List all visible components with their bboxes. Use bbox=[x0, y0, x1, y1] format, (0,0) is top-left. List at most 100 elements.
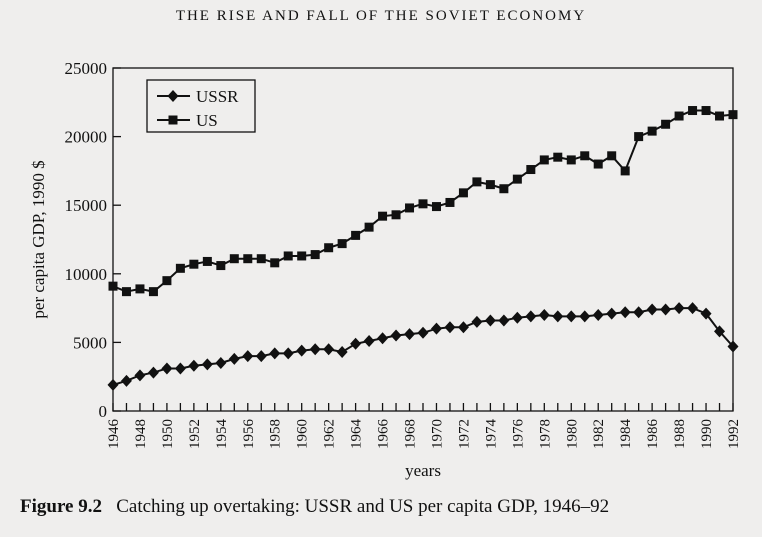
data-point-us bbox=[485, 180, 495, 190]
data-point-ussr bbox=[134, 369, 146, 382]
x-tick-label: 1978 bbox=[537, 419, 553, 449]
figure-label: Figure 9.2 bbox=[20, 496, 102, 517]
data-point-us bbox=[135, 284, 145, 294]
data-point-us bbox=[701, 106, 711, 116]
data-point-ussr bbox=[188, 359, 200, 372]
legend: USSR US bbox=[146, 79, 256, 133]
data-point-us bbox=[148, 287, 158, 297]
data-point-us bbox=[634, 132, 644, 142]
data-point-ussr bbox=[377, 332, 389, 345]
data-point-ussr bbox=[363, 335, 375, 348]
data-point-us bbox=[499, 184, 509, 194]
data-point-us bbox=[580, 151, 590, 161]
legend-marker-us bbox=[168, 115, 178, 125]
y-tick-label: 15000 bbox=[65, 196, 108, 215]
data-point-ussr bbox=[228, 352, 240, 365]
data-point-ussr bbox=[350, 337, 362, 350]
x-tick-label: 1992 bbox=[726, 419, 742, 449]
data-point-us bbox=[620, 166, 630, 176]
x-tick-label: 1970 bbox=[429, 419, 445, 449]
data-point-ussr bbox=[215, 356, 227, 369]
data-point-us bbox=[283, 251, 293, 261]
y-tick-label: 5000 bbox=[73, 333, 107, 352]
y-axis-label: per capita GDP, 1990 $ bbox=[29, 160, 48, 318]
x-tick-label: 1972 bbox=[456, 419, 472, 449]
data-point-ussr bbox=[714, 325, 726, 338]
data-point-ussr bbox=[552, 310, 564, 323]
data-point-ussr bbox=[525, 310, 537, 323]
data-point-ussr bbox=[579, 310, 591, 323]
data-point-us bbox=[431, 202, 441, 212]
data-point-ussr bbox=[687, 302, 699, 315]
x-tick-label: 1980 bbox=[564, 419, 580, 449]
y-tick-label: 20000 bbox=[65, 128, 108, 147]
data-point-ussr bbox=[161, 362, 173, 375]
x-tick-label: 1966 bbox=[376, 419, 392, 450]
data-point-ussr bbox=[471, 315, 483, 328]
data-point-ussr bbox=[457, 321, 469, 334]
data-point-ussr bbox=[646, 303, 658, 316]
x-axis-label: years bbox=[405, 461, 441, 480]
data-point-us bbox=[472, 177, 482, 187]
data-point-ussr bbox=[592, 308, 604, 321]
data-point-us bbox=[607, 151, 617, 161]
data-point-us bbox=[458, 188, 468, 198]
data-point-us bbox=[202, 256, 212, 266]
data-point-us bbox=[364, 222, 374, 232]
figure-caption: Figure 9.2 Catching up overtaking: USSR … bbox=[20, 496, 609, 518]
data-point-us bbox=[108, 281, 118, 291]
data-point-us bbox=[297, 251, 307, 261]
data-point-us bbox=[189, 259, 199, 269]
data-point-us bbox=[566, 155, 576, 165]
data-point-ussr bbox=[309, 343, 321, 356]
x-tick-label: 1976 bbox=[510, 419, 526, 450]
data-point-us bbox=[310, 250, 320, 260]
data-point-us bbox=[229, 254, 239, 264]
series-ussr bbox=[107, 302, 739, 391]
data-point-us bbox=[553, 152, 563, 162]
series-us bbox=[108, 106, 738, 297]
data-point-us bbox=[512, 174, 522, 184]
data-point-ussr bbox=[107, 378, 119, 391]
y-tick-label: 25000 bbox=[65, 59, 108, 78]
data-point-ussr bbox=[565, 310, 577, 323]
data-point-us bbox=[445, 197, 455, 207]
data-point-ussr bbox=[700, 307, 712, 320]
y-tick-label: 0 bbox=[99, 402, 108, 421]
legend-box bbox=[146, 79, 256, 133]
x-tick-label: 1986 bbox=[645, 419, 661, 450]
data-point-us bbox=[715, 111, 725, 121]
data-point-us bbox=[378, 211, 388, 221]
data-point-ussr bbox=[727, 340, 739, 353]
data-point-ussr bbox=[417, 326, 429, 339]
data-point-ussr bbox=[120, 374, 132, 387]
data-point-ussr bbox=[606, 307, 618, 320]
data-point-ussr bbox=[296, 344, 308, 357]
x-tick-label: 1960 bbox=[295, 419, 311, 449]
x-tick-label: 1974 bbox=[483, 419, 499, 450]
data-point-us bbox=[256, 254, 266, 264]
running-header: THE RISE AND FALL OF THE SOVIET ECONOMY bbox=[175, 8, 587, 24]
line-chart: 0 5000 10000 15000 20000 25000 1946 1948 1950 195… bbox=[29, 59, 742, 480]
legend-label: USSR bbox=[196, 87, 239, 106]
data-point-ussr bbox=[484, 314, 496, 327]
data-point-ussr bbox=[390, 329, 402, 342]
x-tick-label: 1950 bbox=[160, 419, 176, 449]
data-point-us bbox=[526, 165, 536, 175]
data-point-ussr bbox=[255, 350, 267, 363]
x-tick-label: 1958 bbox=[268, 419, 284, 449]
data-point-ussr bbox=[498, 314, 510, 327]
data-point-us bbox=[351, 230, 361, 240]
data-point-ussr bbox=[430, 322, 442, 335]
data-point-ussr bbox=[201, 358, 213, 371]
x-tick-label: 1982 bbox=[591, 419, 607, 449]
x-tick-label: 1956 bbox=[241, 419, 257, 450]
data-point-ussr bbox=[444, 321, 456, 334]
x-tick-label: 1968 bbox=[403, 419, 419, 449]
data-point-ussr bbox=[660, 303, 672, 316]
data-point-us bbox=[121, 287, 131, 297]
data-point-us bbox=[661, 119, 671, 129]
x-tick-label: 1988 bbox=[672, 419, 688, 449]
data-point-us bbox=[243, 254, 253, 264]
data-point-ussr bbox=[538, 308, 550, 321]
